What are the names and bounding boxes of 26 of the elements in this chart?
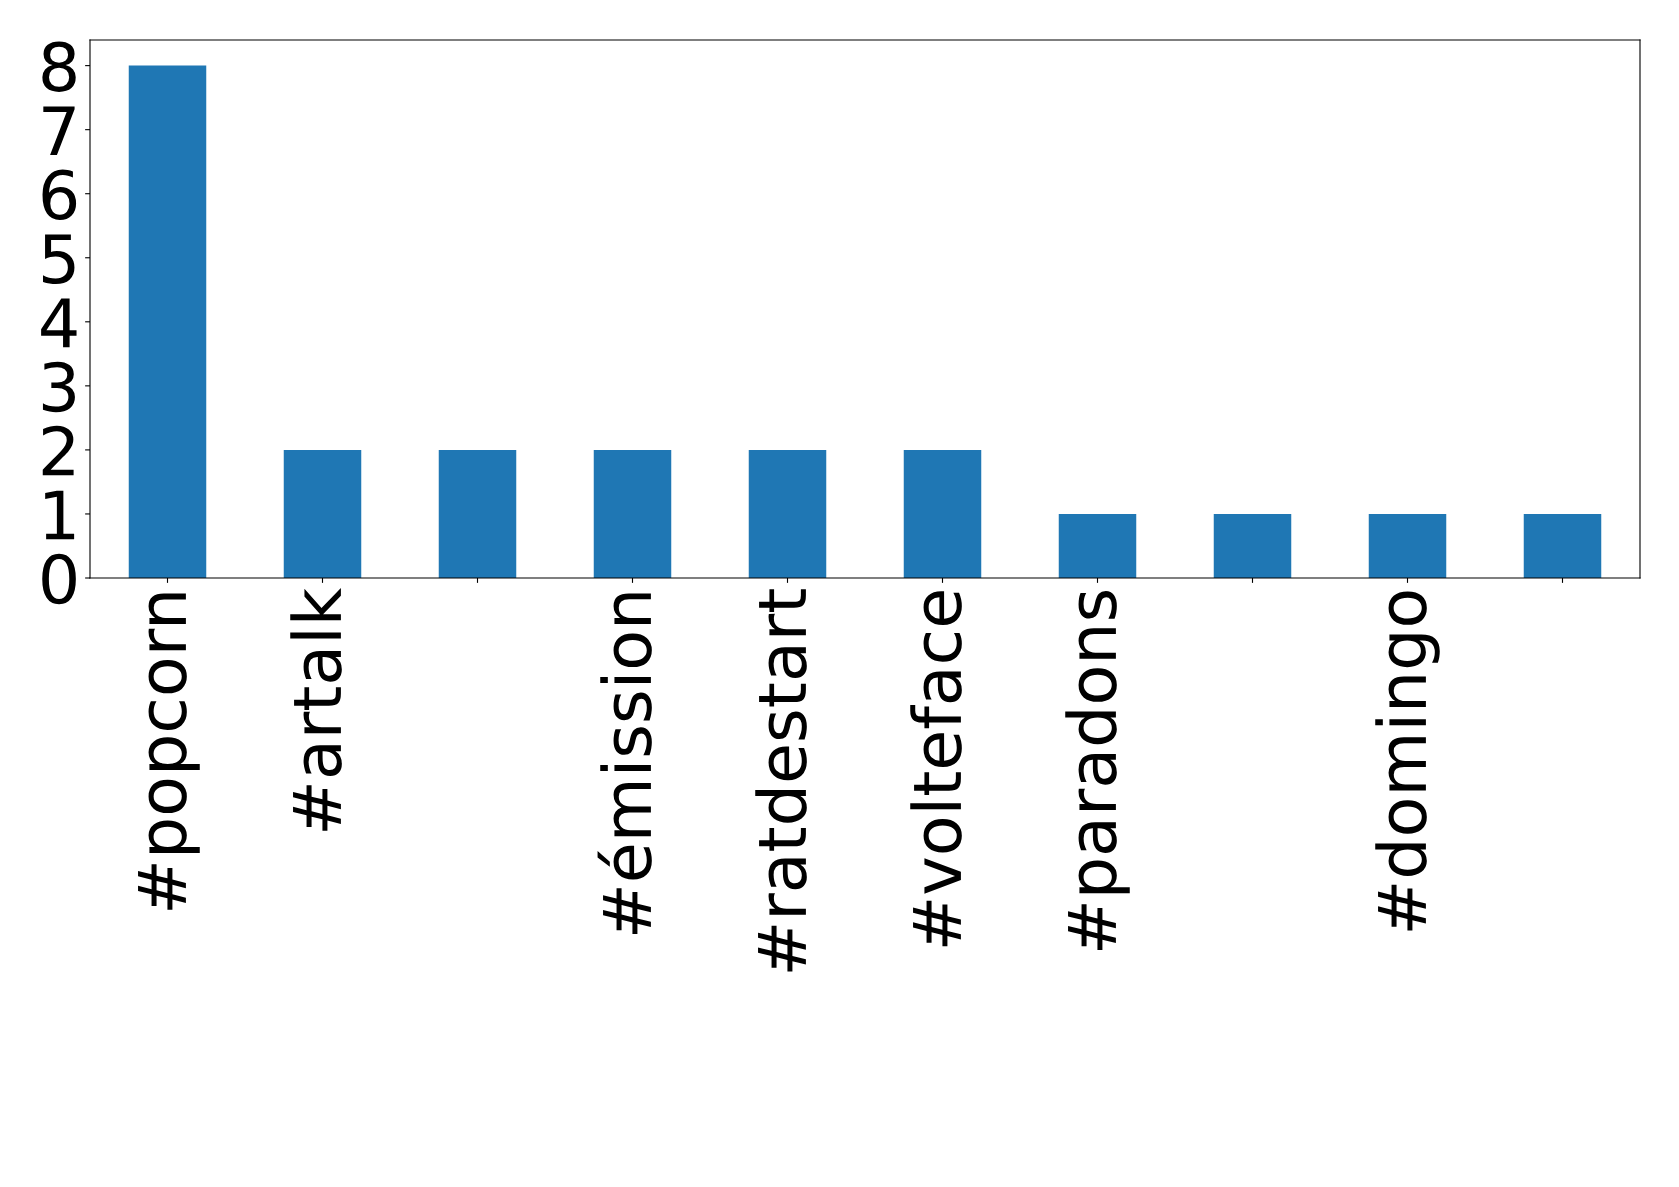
x-tick-label: #ratdestart	[755, 589, 807, 972]
bar	[1213, 513, 1292, 578]
y-tick-label: 5	[43, 234, 75, 285]
bar	[1368, 513, 1447, 578]
y-tick-label: 6	[42, 169, 77, 220]
x-tick-label: #popcorn	[138, 593, 200, 910]
bar	[593, 449, 672, 578]
y-tick-label: 7	[43, 106, 75, 155]
x-tick-label: #émission	[597, 593, 652, 934]
y-tick-label: 2	[42, 425, 74, 476]
bar	[748, 449, 827, 578]
bar	[1523, 513, 1602, 578]
x-tick-label: #artalk	[290, 587, 342, 831]
y-tick-label: 8	[42, 41, 76, 92]
bar	[283, 449, 362, 578]
x-tick-label: #paradons	[1065, 590, 1130, 950]
x-tick-label: #domingo	[1375, 591, 1440, 931]
bar	[438, 449, 517, 578]
y-tick-label: 4	[41, 298, 77, 348]
y-tick-label: 0	[42, 553, 76, 605]
bar	[128, 65, 207, 578]
bar	[903, 449, 982, 578]
y-tick-label: 1	[45, 490, 75, 540]
bar	[1058, 513, 1137, 578]
x-tick-label: #volteface	[910, 591, 962, 947]
y-tick-label: 3	[42, 361, 75, 413]
